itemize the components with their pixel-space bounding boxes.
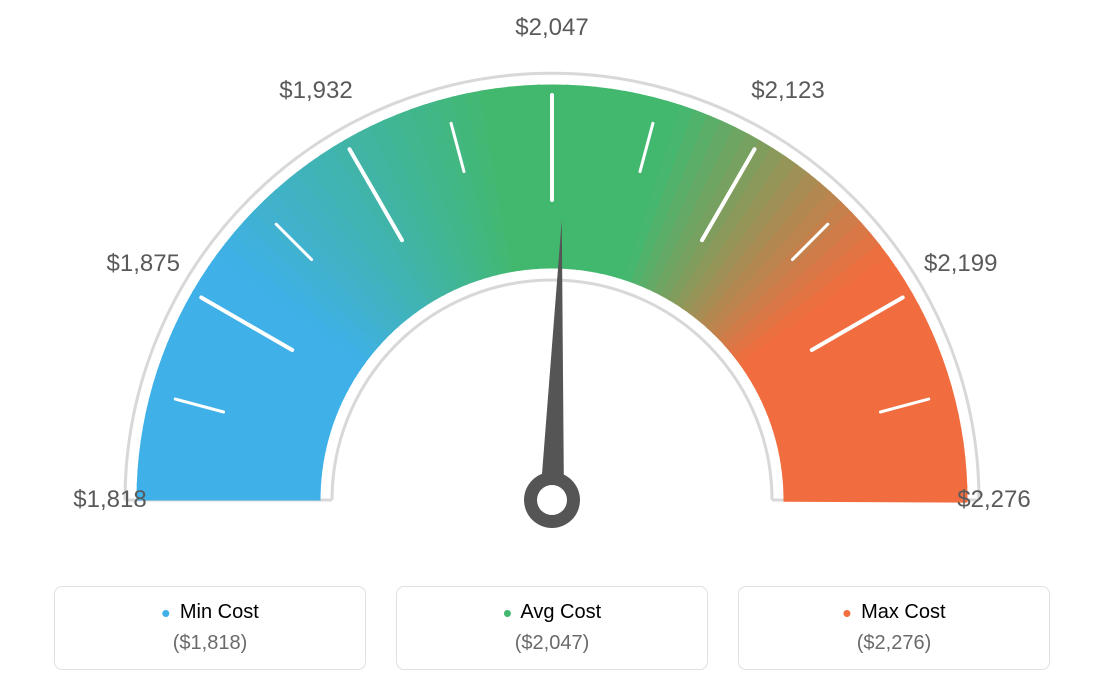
tick-label: $2,276 <box>957 486 1030 514</box>
summary-row: • Min Cost ($1,818) • Avg Cost ($2,047) … <box>0 586 1104 670</box>
tick-label: $1,932 <box>279 77 352 105</box>
avg-cost-label: Avg Cost <box>520 601 601 623</box>
avg-cost-title: • Avg Cost <box>397 601 707 624</box>
tick-label: $1,818 <box>73 486 146 514</box>
summary-card-max: • Max Cost ($2,276) <box>738 586 1050 670</box>
min-cost-label: Min Cost <box>180 601 259 623</box>
gauge-area: $1,818 $1,875 $1,932 $2,047 $2,123 $2,199 $2,2… <box>0 0 1104 560</box>
max-cost-title: • Max Cost <box>739 601 1049 624</box>
avg-cost-value: ($2,047) <box>397 632 707 655</box>
cost-gauge-widget: { "gauge": { "type": "gauge", "center_x"… <box>0 0 1104 690</box>
summary-card-min: • Min Cost ($1,818) <box>54 586 366 670</box>
summary-card-avg: • Avg Cost ($2,047) <box>396 586 708 670</box>
max-cost-value: ($2,276) <box>739 632 1049 655</box>
tick-label: $1,875 <box>107 250 180 278</box>
tick-label: $2,047 <box>515 14 588 42</box>
dot-icon-max: • <box>842 598 851 628</box>
gauge-svg <box>0 0 1104 560</box>
min-cost-title: • Min Cost <box>55 601 365 624</box>
min-cost-value: ($1,818) <box>55 632 365 655</box>
tick-label: $2,123 <box>751 77 824 105</box>
max-cost-label: Max Cost <box>861 601 945 623</box>
dot-icon-min: • <box>161 598 170 628</box>
dot-icon-avg: • <box>503 598 512 628</box>
tick-label: $2,199 <box>924 250 997 278</box>
